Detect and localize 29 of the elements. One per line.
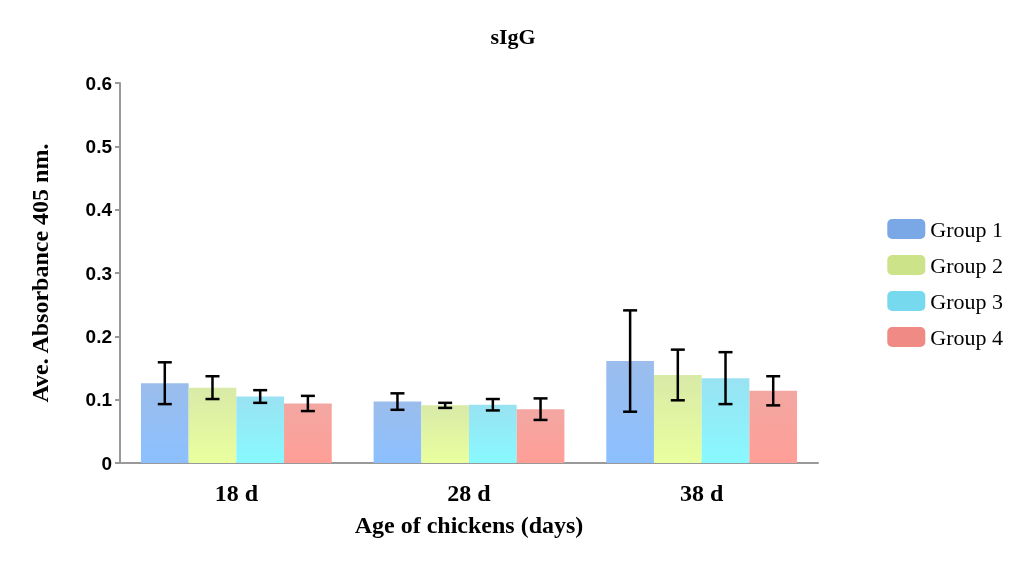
bar <box>188 387 237 463</box>
chart-title: sIgG <box>490 23 536 49</box>
x-tick-label: 28 d <box>447 480 492 506</box>
bar <box>236 396 285 463</box>
bar <box>606 361 654 463</box>
bar <box>516 409 565 463</box>
legend-label: Group 3 <box>930 288 1003 314</box>
bar <box>421 405 469 463</box>
y-tick-label: 0.1 <box>85 389 113 411</box>
legend-label: Group 1 <box>930 216 1003 242</box>
x-axis-title: Age of chickens (days) <box>354 512 584 538</box>
bar <box>284 403 332 463</box>
y-tick-label: 0 <box>101 452 112 474</box>
x-tick-label: 38 d <box>679 480 724 506</box>
y-tick-label: 0.6 <box>85 72 112 94</box>
bar <box>140 383 189 463</box>
y-tick-label: 0.3 <box>85 262 112 284</box>
legend-label: Group 2 <box>930 252 1003 278</box>
bar <box>749 390 798 463</box>
bar <box>653 374 702 463</box>
bar <box>701 378 750 463</box>
legend-label: Group 4 <box>930 324 1003 350</box>
y-tick-label: 0.2 <box>85 325 112 347</box>
bar <box>373 401 422 463</box>
y-axis-title: Ave. Absorbance 405 nm. <box>27 143 53 403</box>
x-tick-label: 18 d <box>214 480 259 506</box>
bar <box>469 404 517 463</box>
y-tick-label: 0.4 <box>85 199 113 221</box>
y-tick-label: 0.5 <box>85 135 113 157</box>
